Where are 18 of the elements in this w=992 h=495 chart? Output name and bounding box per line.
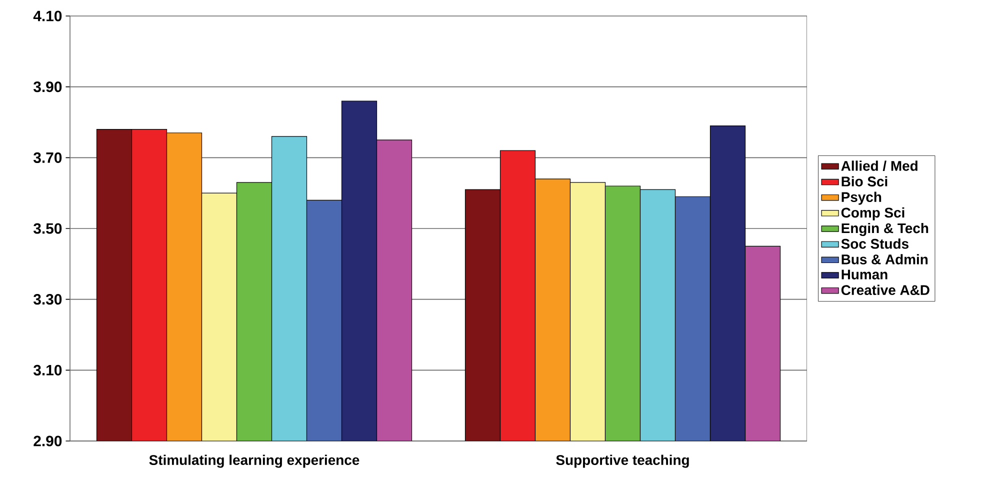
- legend-label: Creative A&D: [841, 284, 930, 296]
- legend-label: Psych: [842, 192, 882, 205]
- y-tick-label: 3.10: [33, 364, 62, 376]
- y-tick-label: 3.70: [33, 152, 62, 163]
- legend-label: Bio Sci: [842, 176, 888, 186]
- y-tick-label: 3.50: [33, 223, 62, 234]
- legend-label: Comp Sci: [841, 207, 904, 220]
- legend-label: Allied / Med: [841, 160, 918, 171]
- legend-label: Bus & Admin: [842, 254, 928, 264]
- x-tick-label: Stimulating learning experience: [149, 454, 360, 468]
- legend-label: Engin & Tech: [842, 222, 928, 236]
- x-tick-label: Supportive teaching: [556, 454, 689, 468]
- y-tick-label: 4.10: [33, 10, 62, 22]
- legend-label: Soc Studs: [841, 238, 908, 249]
- y-tick-label: 3.90: [33, 82, 62, 92]
- y-tick-label: 3.30: [33, 294, 62, 305]
- y-tick-label: 2.90: [34, 436, 62, 446]
- legend-label: Human: [842, 270, 888, 280]
